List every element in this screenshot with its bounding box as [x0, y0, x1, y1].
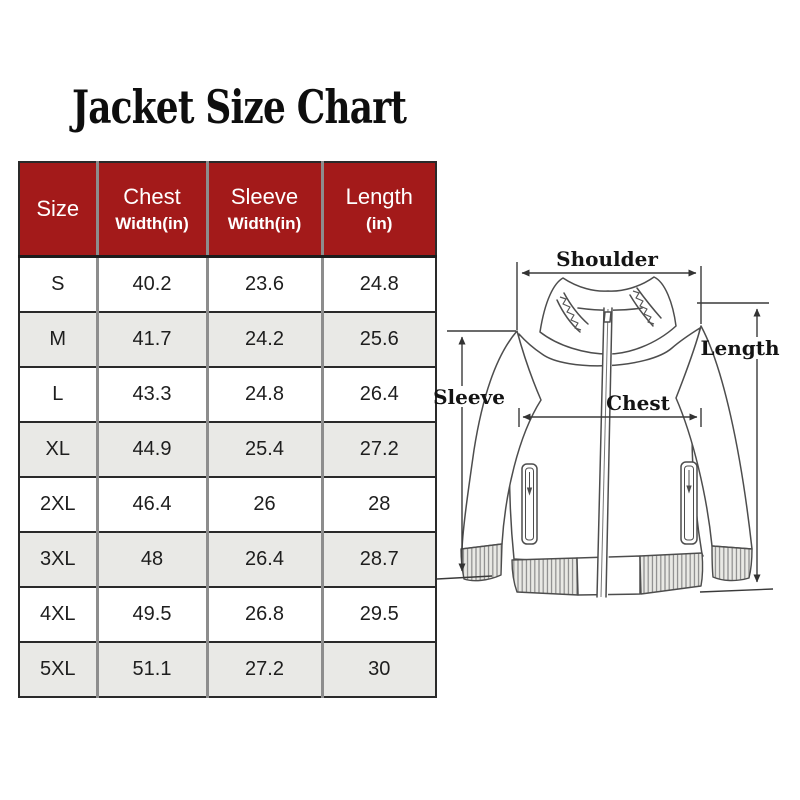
- column-header-sleeve: Sleeve Width(in): [205, 162, 322, 258]
- right-pocket-inner-line: [684, 465, 694, 541]
- length-cell: 29.5: [320, 586, 436, 642]
- length-cell: 30: [320, 641, 436, 697]
- page-title: Jacket Size Chart: [72, 80, 407, 134]
- sleeve-cell: 25.4: [205, 421, 322, 477]
- size-cell: 3XL: [19, 531, 97, 587]
- sleeve-cell: 26.4: [205, 531, 322, 587]
- table-row: 4XL 49.5 26.8 29.5: [19, 586, 436, 642]
- chest-cell: 41.7: [95, 311, 207, 367]
- header-sleeve-sublabel: Width(in): [227, 214, 302, 233]
- collar-stitch-zigzag-right: [632, 290, 655, 325]
- chest-cell: 49.5: [95, 586, 207, 642]
- header-chest-sublabel: Width(in): [115, 214, 189, 233]
- size-cell: L: [19, 366, 97, 422]
- collar-stitch-band-left-edge: [556, 292, 589, 333]
- zipper-right-line: [605, 307, 613, 598]
- size-chart-table: Size Chest Width(in) Sleeve Width(in) Le…: [18, 161, 437, 698]
- length-cell: 26.4: [320, 366, 436, 422]
- header-sleeve-label: Sleeve: [230, 184, 299, 209]
- sleeve-cell: 26: [205, 476, 322, 532]
- zipper-teeth-line: [600, 308, 609, 598]
- jacket-measurement-diagram: Shoulder Length Sleeve Chest: [433, 247, 780, 598]
- size-cell: 2XL: [19, 476, 97, 532]
- column-header-chest: Chest Width(in): [95, 162, 207, 258]
- measurement-annotations: Shoulder Length Sleeve Chest: [433, 247, 780, 593]
- jacket-hem-rib-right: [639, 552, 704, 595]
- size-cell: M: [19, 311, 97, 367]
- length-cell: 28.7: [320, 531, 436, 587]
- left-pocket-inner-line: [525, 467, 534, 541]
- jacket-drawing: [460, 276, 753, 598]
- collar-stitch-band-right-edge: [629, 287, 662, 327]
- length-cell: 27.2: [320, 421, 436, 477]
- length-guide-bottom: [699, 588, 774, 593]
- header-row: Size Chest Width(in) Sleeve Width(in) Le…: [19, 162, 436, 258]
- table-row: 3XL 48 26.4 28.7: [19, 531, 436, 587]
- jacket-hem-center: [576, 555, 641, 596]
- size-cell: 5XL: [19, 641, 97, 697]
- chest-label: Chest: [606, 391, 670, 415]
- chest-cell: 48: [95, 531, 207, 587]
- jacket-left-cuff: [460, 543, 503, 582]
- length-cell: 24.8: [320, 255, 436, 312]
- header-chest-label: Chest: [123, 184, 181, 209]
- chest-cell: 40.2: [95, 255, 207, 312]
- header-length-sublabel: (in): [366, 214, 393, 233]
- right-pocket-zipper-pull: [686, 470, 692, 494]
- table-row: S 40.2 23.6 24.8: [19, 255, 436, 312]
- sleeve-cell: 24.2: [205, 311, 322, 367]
- table-row: L 43.3 24.8 26.4: [19, 366, 436, 422]
- sleeve-cell: 23.6: [205, 255, 322, 312]
- jacket-hem-rib-left: [511, 557, 579, 596]
- sleeve-cell: 26.8: [205, 586, 322, 642]
- zipper-slider: [603, 311, 612, 323]
- length-label: Length: [700, 336, 780, 360]
- sleeve-cell: 24.8: [205, 366, 322, 422]
- table-row: 2XL 46.4 26 28: [19, 476, 436, 532]
- chest-cell: 44.9: [95, 421, 207, 477]
- left-pocket-zipper-pull: [526, 472, 533, 496]
- table-row: 5XL 51.1 27.2 30: [19, 641, 436, 697]
- collar-stitch-zigzag-left: [559, 296, 582, 331]
- chest-cell: 46.4: [95, 476, 207, 532]
- size-cell: 4XL: [19, 586, 97, 642]
- length-cell: 28: [320, 476, 436, 532]
- length-cell: 25.6: [320, 311, 436, 367]
- zipper-left-line: [596, 307, 605, 598]
- column-header-length: Length (in): [320, 162, 436, 258]
- sleeve-cell: 27.2: [205, 641, 322, 697]
- size-cell: XL: [19, 421, 97, 477]
- jacket-right-cuff: [711, 545, 753, 582]
- header-length-label: Length: [345, 184, 413, 209]
- sleeve-guide-bottom: [436, 575, 493, 580]
- chest-cell: 51.1: [95, 641, 207, 697]
- jacket-right-sleeve: [675, 325, 753, 550]
- shoulder-label: Shoulder: [556, 247, 658, 271]
- table-row: M 41.7 24.2 25.6: [19, 311, 436, 367]
- table-row: XL 44.9 25.4 27.2: [19, 421, 436, 477]
- sleeve-label: Sleeve: [433, 385, 505, 409]
- size-cell: S: [19, 255, 97, 312]
- header-size-label: Size: [36, 196, 80, 221]
- column-header-size: Size: [19, 162, 97, 258]
- chest-cell: 43.3: [95, 366, 207, 422]
